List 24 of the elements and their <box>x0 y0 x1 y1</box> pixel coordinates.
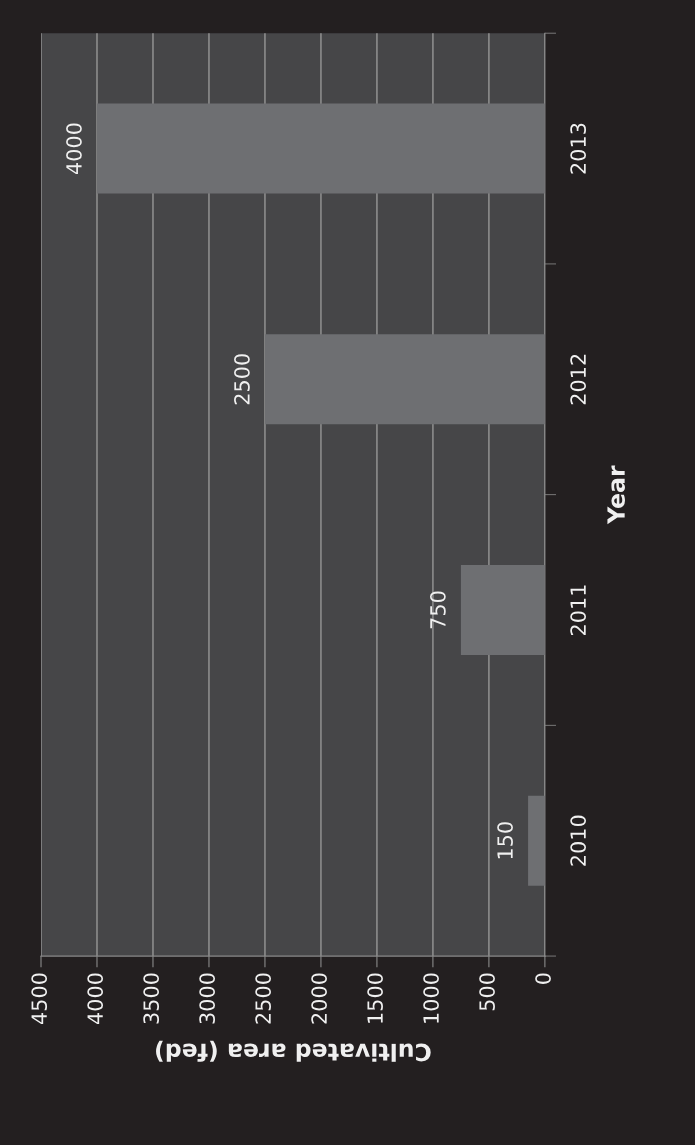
data-label: 4000 <box>66 123 82 175</box>
x-tick-label: 4000 <box>87 973 104 1025</box>
x-tick-label: 3500 <box>143 973 160 1024</box>
x-tick-label: 3000 <box>199 973 216 1024</box>
bar <box>264 334 545 425</box>
y-tick-label: 2012 <box>570 354 587 405</box>
bar <box>528 795 545 886</box>
bar <box>460 565 545 655</box>
y-tick-label: 2010 <box>570 815 587 866</box>
bar <box>96 103 545 194</box>
data-label: 750 <box>429 591 446 629</box>
x-tick-label: 1500 <box>367 973 383 1023</box>
x-tick-label: 0 <box>535 973 551 984</box>
data-label: 150 <box>497 822 513 859</box>
x-tick-label: 4500 <box>31 973 48 1025</box>
x-axis-title: Cultivated area (fed) <box>156 1040 431 1062</box>
x-tick-label: 2500 <box>255 973 271 1024</box>
x-tick-label: 1000 <box>423 973 439 1023</box>
x-tick-label: 500 <box>479 973 495 1011</box>
y-axis-title: Year <box>607 465 625 525</box>
data-label: 2500 <box>234 354 250 405</box>
y-tick-label: 2011 <box>570 585 587 635</box>
x-tick-label: 2000 <box>311 973 327 1024</box>
y-tick-label: 2013 <box>570 123 587 174</box>
